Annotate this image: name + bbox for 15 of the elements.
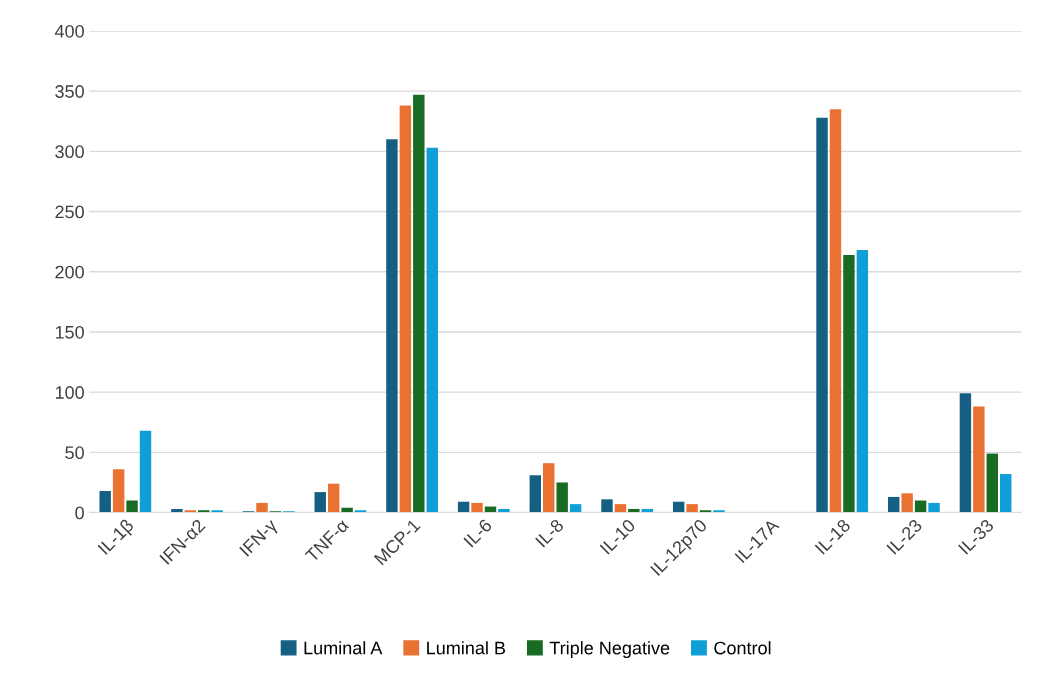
- x-tick-label: IL-6: [463, 518, 493, 548]
- y-tick-label: 0: [75, 506, 84, 520]
- y-tick-label: 250: [55, 205, 84, 219]
- y-tick-label: 150: [55, 325, 84, 339]
- legend-label: Triple Negative: [549, 641, 670, 658]
- y-tick-label: 100: [55, 386, 84, 399]
- y-tick-label: 350: [55, 85, 84, 98]
- legend-label: Luminal B: [427, 641, 506, 655]
- y-tick-label: 300: [55, 145, 84, 159]
- x-tick-label: IL-8: [534, 518, 565, 548]
- legend-label: Control: [714, 641, 771, 655]
- legend-label: Luminal A: [304, 641, 383, 655]
- y-tick-label: 400: [54, 24, 84, 38]
- y-tick-label: 200: [55, 265, 84, 279]
- y-tick-label: 50: [65, 446, 84, 460]
